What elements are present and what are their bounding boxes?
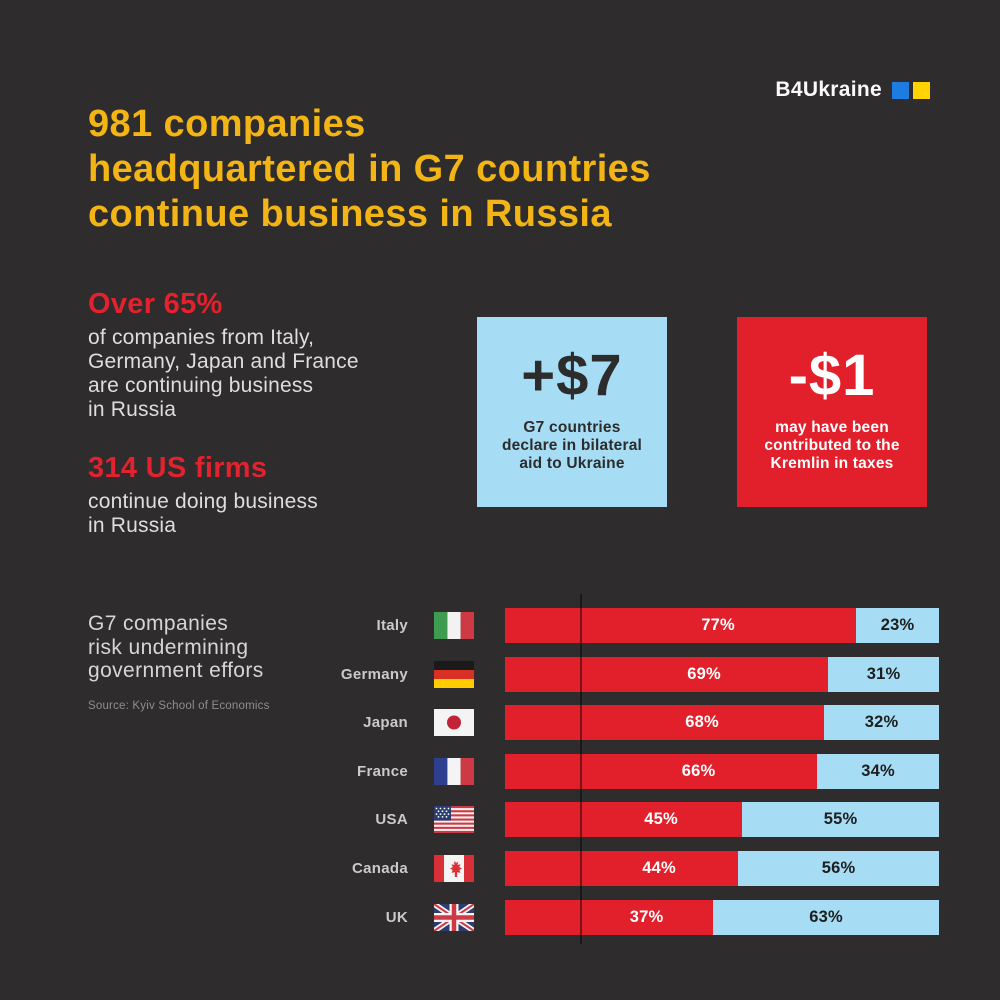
- bar-value-label: 68%: [685, 713, 719, 732]
- bar-segment-not-continuing: 23%: [856, 608, 939, 643]
- bar-segment-continuing: 44%: [505, 851, 738, 886]
- stacked-bar: 44% 56%: [505, 851, 939, 886]
- stat-us-firms: 314 US firms continue doing business in …: [88, 452, 359, 538]
- country-label: UK: [385, 908, 408, 926]
- bar-value-label: 66%: [681, 761, 716, 780]
- bar-segment-continuing: 45%: [505, 802, 742, 838]
- bar-segment-continuing: 69%: [505, 656, 828, 692]
- aid-card: +$7 G7 countries declare in bilateral ai…: [477, 317, 667, 507]
- stat-highlight: Over 65%: [88, 288, 223, 320]
- japan-flag-icon: [434, 709, 474, 737]
- stat-text-line: in Russia: [88, 514, 177, 537]
- bar-value-label: 63%: [809, 907, 843, 926]
- chart-row-canada: Canada 44% 56%: [0, 851, 1000, 886]
- stacked-bar: 37% 63%: [505, 899, 939, 935]
- chart-row-germany: Germany 69% 31%: [0, 656, 1000, 692]
- stat-over-65: Over 65% of companies from Italy, German…: [88, 288, 359, 422]
- stat-highlight: 314 US firms: [88, 452, 268, 484]
- caption-line: aid to Ukraine: [519, 455, 625, 472]
- caption-line: G7 countries: [523, 419, 621, 436]
- bar-chart: Italy 77% 23% Germany 69% 31% Japan 68% 32% Franc…: [0, 608, 1000, 948]
- source-note: Source: Kyiv School of Economics: [88, 700, 270, 712]
- country-label: Italy: [376, 617, 408, 634]
- ukraine-flag-blue-icon: [892, 81, 909, 99]
- chart-row-italy: Italy 77% 23%: [0, 608, 1000, 643]
- stat-text-line: are continuing business: [88, 374, 314, 397]
- caption-line: may have been: [775, 419, 889, 436]
- italy-flag-icon: [434, 612, 474, 639]
- stat-text-line: of companies from Italy,: [88, 326, 315, 349]
- bar-value-label: 45%: [644, 810, 678, 829]
- taxes-card: -$1 may have been contributed to the Kre…: [737, 317, 927, 507]
- headline-line-3: continue business in Russia: [88, 193, 612, 235]
- bar-value-label: 34%: [861, 761, 895, 780]
- usa-flag-icon: [434, 806, 474, 834]
- country-label: Canada: [352, 860, 408, 877]
- country-label: France: [357, 762, 408, 780]
- bar-segment-not-continuing: 63%: [713, 899, 939, 935]
- stacked-bar: 66% 34%: [505, 753, 939, 789]
- caption-line: Kremlin in taxes: [770, 455, 894, 472]
- stacked-bar: 77% 23%: [505, 608, 939, 643]
- bar-segment-continuing: 37%: [505, 899, 713, 935]
- country-label: USA: [375, 811, 408, 829]
- stats-column: Over 65% of companies from Italy, German…: [88, 288, 359, 538]
- bar-segment-not-continuing: 31%: [828, 656, 939, 692]
- bar-segment-not-continuing: 32%: [824, 705, 939, 741]
- stat-text-line: Germany, Japan and France: [88, 350, 359, 373]
- bar-value-label: 77%: [701, 616, 735, 634]
- chart-title: G7 companies risk undermining government…: [88, 612, 264, 683]
- caption-line: declare in bilateral: [501, 437, 643, 454]
- chart-title-line: government effors: [88, 659, 264, 682]
- headline-line-1: 981 companies: [88, 103, 366, 145]
- germany-flag-icon: [434, 660, 474, 688]
- bar-value-label: 44%: [642, 859, 676, 877]
- chart-row-japan: Japan 68% 32%: [0, 705, 1000, 741]
- bar-value-label: 23%: [880, 616, 915, 634]
- chart-row-uk: UK 37% 63%: [0, 899, 1000, 935]
- page-title: 981 companies headquartered in G7 countr…: [88, 102, 651, 237]
- chart-title-line: G7 companies: [88, 612, 229, 635]
- aid-card-caption: G7 countries declare in bilateral aid to…: [502, 419, 642, 473]
- b4ukraine-logo: B4Ukraine: [775, 78, 930, 102]
- canada-flag-icon: [434, 855, 474, 882]
- france-flag-icon: [434, 757, 474, 785]
- bar-value-label: 56%: [821, 859, 856, 877]
- logo-text: B4Ukraine: [775, 78, 882, 101]
- bar-value-label: 31%: [866, 664, 901, 683]
- bar-segment-continuing: 66%: [505, 753, 817, 789]
- bar-value-label: 55%: [823, 810, 858, 829]
- ukraine-flag-yellow-icon: [913, 81, 930, 99]
- taxes-card-caption: may have been contributed to the Kremlin…: [764, 419, 899, 473]
- headline-line-2: headquartered in G7 countries: [88, 148, 651, 190]
- chart-title-line: risk undermining: [88, 635, 249, 659]
- bar-value-label: 69%: [687, 664, 721, 683]
- chart-row-usa: USA 45% 55%: [0, 802, 1000, 838]
- bar-value-label: 32%: [864, 713, 899, 732]
- bar-segment-continuing: 68%: [505, 705, 824, 741]
- stacked-bar: 68% 32%: [505, 705, 939, 741]
- bar-segment-not-continuing: 34%: [817, 753, 939, 789]
- bar-segment-not-continuing: 55%: [742, 802, 939, 838]
- country-label: Japan: [363, 714, 408, 732]
- uk-flag-icon: [434, 903, 474, 931]
- chart-zero-axis-line: [580, 594, 582, 944]
- taxes-card-value: -$1: [788, 343, 876, 408]
- stacked-bar: 45% 55%: [505, 802, 939, 838]
- aid-card-value: +$7: [521, 343, 623, 408]
- chart-row-france: France 66% 34%: [0, 753, 1000, 789]
- caption-line: contributed to the: [764, 437, 900, 454]
- stat-text-line: in Russia: [88, 398, 177, 421]
- country-label: Germany: [340, 665, 408, 683]
- stat-text-line: continue doing business: [88, 490, 318, 513]
- stacked-bar: 69% 31%: [505, 656, 939, 692]
- bar-segment-not-continuing: 56%: [738, 851, 939, 886]
- bar-segment-continuing: 77%: [505, 608, 856, 643]
- bar-value-label: 37%: [629, 907, 664, 926]
